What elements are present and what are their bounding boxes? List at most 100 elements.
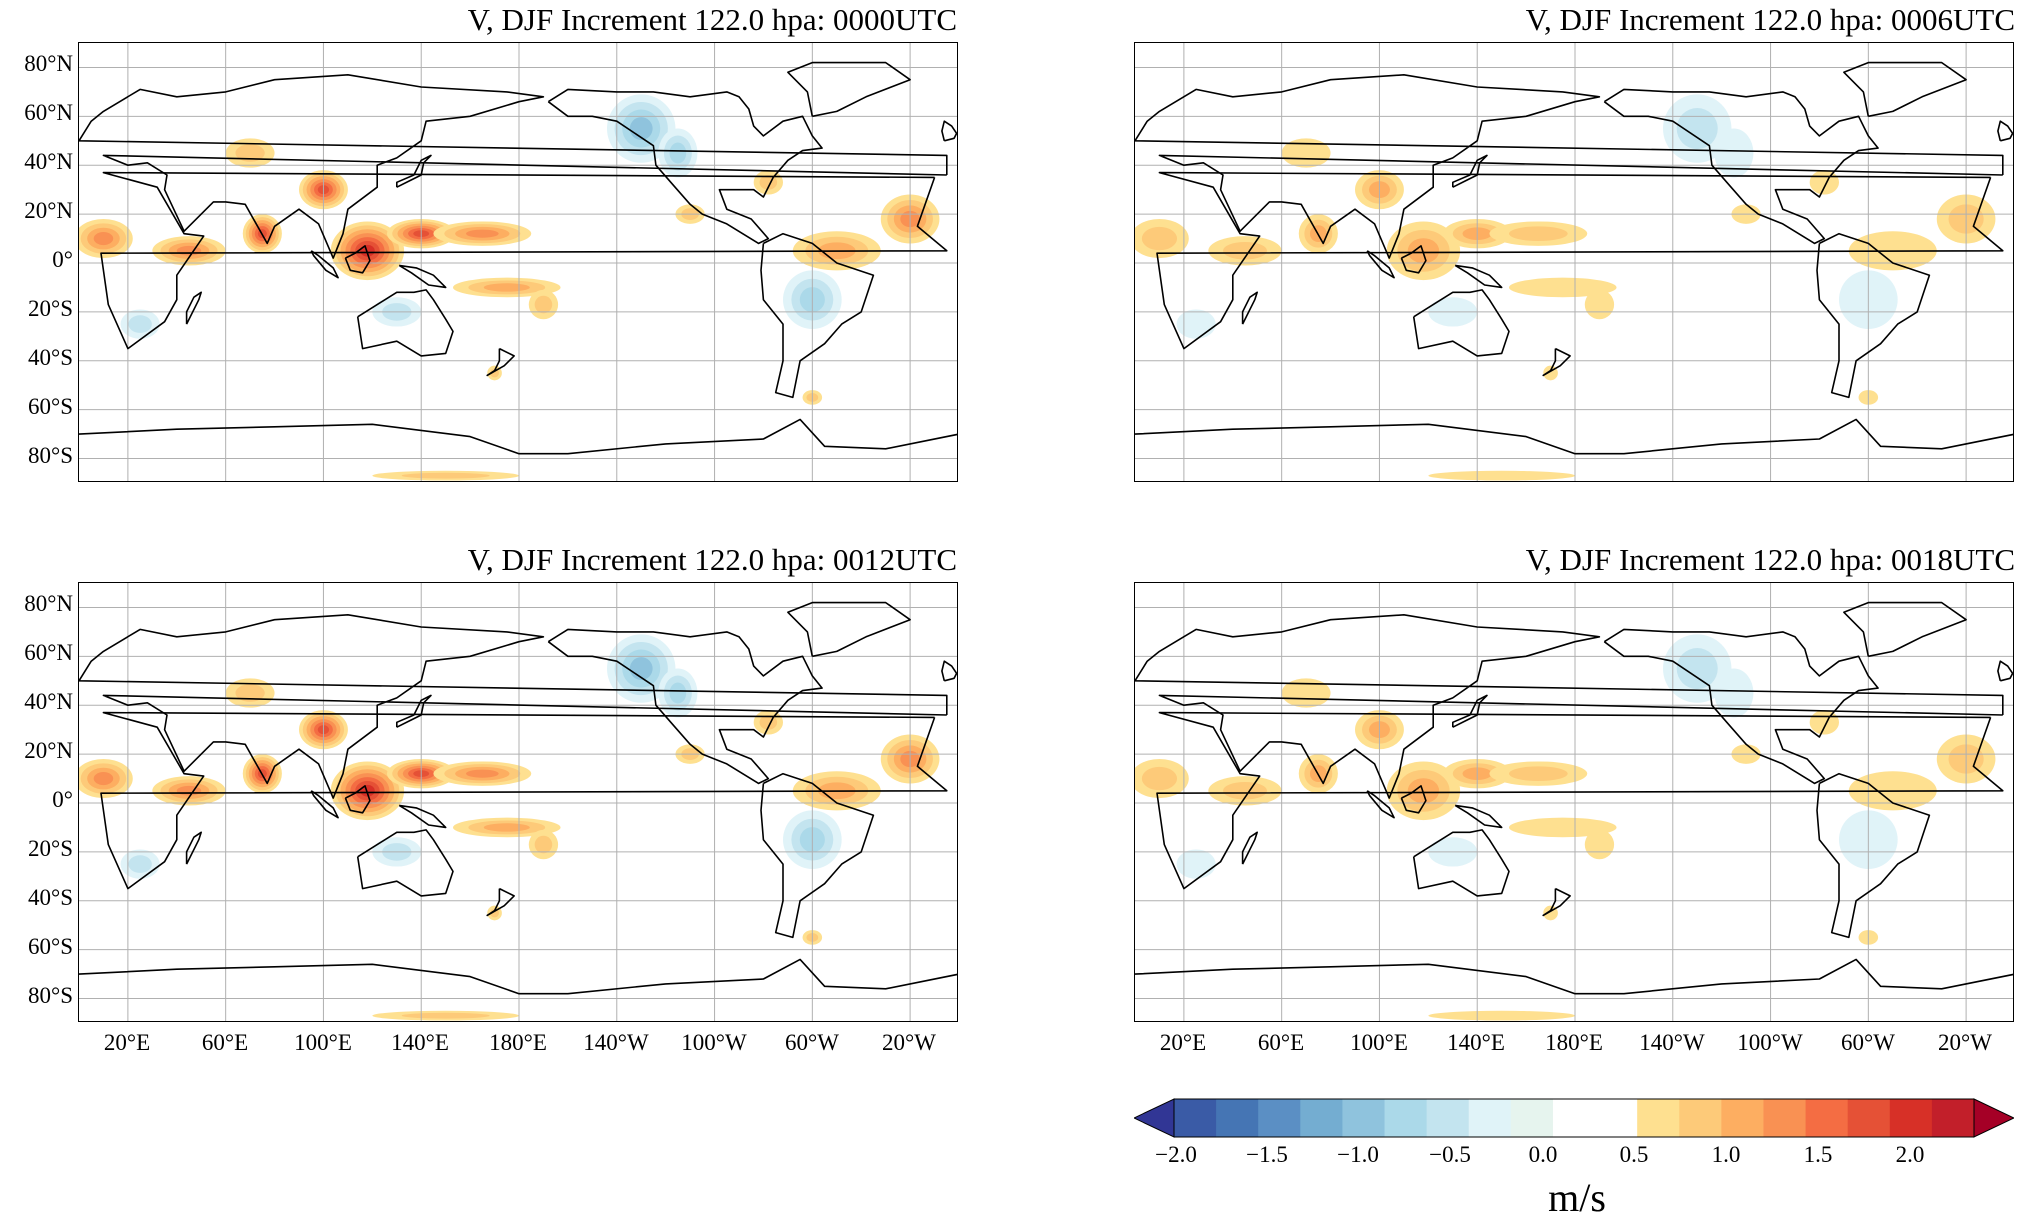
coastline-australia — [1412, 289, 1510, 357]
coastlines — [79, 601, 957, 995]
colorbar — [1134, 1098, 2014, 1138]
increment-field — [79, 634, 940, 1021]
coastlines — [79, 61, 957, 455]
lon-tick-label: 100°W — [1737, 1030, 1803, 1055]
coastline-madagascar — [1241, 831, 1258, 865]
coastline-borneo — [344, 245, 371, 274]
coastline-africa — [100, 711, 948, 890]
colorbar-outline — [1173, 1098, 1975, 1138]
increment-contour — [483, 283, 530, 292]
colorbar-tick-label: 1.5 — [1803, 1142, 1833, 1167]
colorbar-extend-low — [1134, 1098, 1175, 1138]
lon-tick-label: 140°E — [391, 1030, 449, 1055]
increment-contour — [1584, 829, 1615, 860]
colorbar-segment — [1342, 1099, 1386, 1137]
lon-tick-label: 60°E — [201, 1030, 249, 1055]
colorbar-extend-high — [1973, 1098, 2014, 1138]
coastline-australia — [356, 289, 454, 357]
lat-tick-label: 40°S — [28, 885, 73, 910]
coastline-africa — [1156, 711, 2004, 890]
colorbar-tick-label: −1.0 — [1337, 1142, 1379, 1167]
coastline-borneo — [1400, 785, 1427, 814]
colorbar-segment — [1847, 1099, 1891, 1137]
coastline-northAmerica — [1603, 88, 1879, 245]
lat-tick-label: 40°S — [28, 345, 73, 370]
coastline-greenland — [1843, 601, 1967, 658]
coastline-northAmerica — [547, 88, 823, 245]
coastline-uk — [1997, 660, 2013, 682]
coastline-newzealand — [486, 887, 515, 917]
coastline-antarctica — [1135, 958, 2013, 995]
increment-contour — [1428, 470, 1575, 481]
colorbar-segment — [1300, 1099, 1343, 1137]
lat-tick-label: 20°N — [24, 198, 73, 223]
colorbar-tick-label: 2.0 — [1895, 1142, 1925, 1167]
colorbar-segment — [1931, 1099, 1975, 1137]
increment-field — [79, 94, 940, 481]
increment-contour — [1509, 226, 1568, 242]
increment-contour — [401, 472, 490, 479]
colorbar-segment — [1889, 1099, 1933, 1137]
graticule — [79, 43, 957, 481]
map-svg — [79, 43, 957, 481]
colorbar-tick-label: 0.0 — [1528, 1142, 1558, 1167]
colorbar-segment — [1510, 1099, 1554, 1137]
coastline-borneo — [344, 785, 371, 814]
increment-contour — [669, 142, 687, 164]
lat-tick-label: 60°S — [28, 934, 73, 959]
lon-tick-label: 20°E — [1159, 1030, 1207, 1055]
increment-contour — [534, 835, 553, 854]
lon-tick-label: 60°W — [1841, 1030, 1895, 1055]
coastline-africa — [100, 171, 948, 350]
increment-contour — [1428, 1010, 1575, 1021]
lat-tick-label: 0° — [52, 247, 73, 272]
lon-tick-label: 20°W — [882, 1030, 936, 1055]
colorbar-segment — [1552, 1099, 1596, 1137]
lat-tick-label: 40°N — [24, 689, 73, 714]
increment-contour — [128, 855, 152, 873]
coastline-newguinea — [1454, 264, 1503, 289]
increment-contour — [1176, 309, 1216, 339]
coastline-eurasia — [79, 74, 948, 259]
lat-tick-label: 20°S — [28, 296, 73, 321]
coastline-africa — [1156, 171, 2004, 350]
colorbar-tick-label: −0.5 — [1429, 1142, 1471, 1167]
coastline-japan — [1452, 694, 1488, 728]
lat-tick-label: 60°N — [24, 100, 73, 125]
coastline-southAmerica — [760, 772, 875, 939]
colorbar-tick-label: 1.0 — [1711, 1142, 1741, 1167]
coastline-newzealand — [1542, 347, 1571, 377]
lon-tick-label: 140°E — [1447, 1030, 1505, 1055]
increment-contour — [629, 117, 653, 140]
increment-contour — [1676, 648, 1718, 690]
coastline-eurasia — [1135, 614, 2004, 799]
increment-contour — [235, 684, 265, 702]
coastline-greenland — [787, 61, 911, 118]
increment-contour — [1223, 781, 1267, 800]
colorbar-unit-label: m/s — [1548, 1175, 1606, 1220]
coastline-antarctica — [79, 418, 957, 455]
increment-contour — [93, 772, 114, 786]
increment-contour — [1509, 766, 1568, 781]
increment-contour — [401, 1012, 490, 1019]
increment-contour — [1509, 277, 1617, 298]
lat-tick-label: 20°N — [24, 738, 73, 763]
increment-contour — [93, 232, 114, 246]
lon-tick-label: 100°E — [1350, 1030, 1408, 1055]
coastline-uk — [941, 660, 957, 682]
coastline-eurasia — [1135, 74, 2004, 259]
map-svg — [1135, 583, 2013, 1021]
increment-contour — [1141, 226, 1178, 251]
lat-tick-label: 80°N — [24, 591, 73, 616]
increment-contour — [1584, 289, 1615, 320]
increment-contour — [466, 769, 499, 778]
coastline-sumatra — [310, 250, 339, 279]
colorbar-segment — [1258, 1099, 1301, 1137]
graticule — [1135, 583, 2013, 1021]
coastline-southAmerica — [760, 232, 875, 399]
increment-contour — [483, 823, 530, 832]
coastline-newguinea — [1454, 804, 1503, 829]
coastline-sumatra — [1366, 790, 1395, 819]
colorbar-segment — [1763, 1099, 1807, 1137]
increment-contour — [1676, 108, 1718, 150]
